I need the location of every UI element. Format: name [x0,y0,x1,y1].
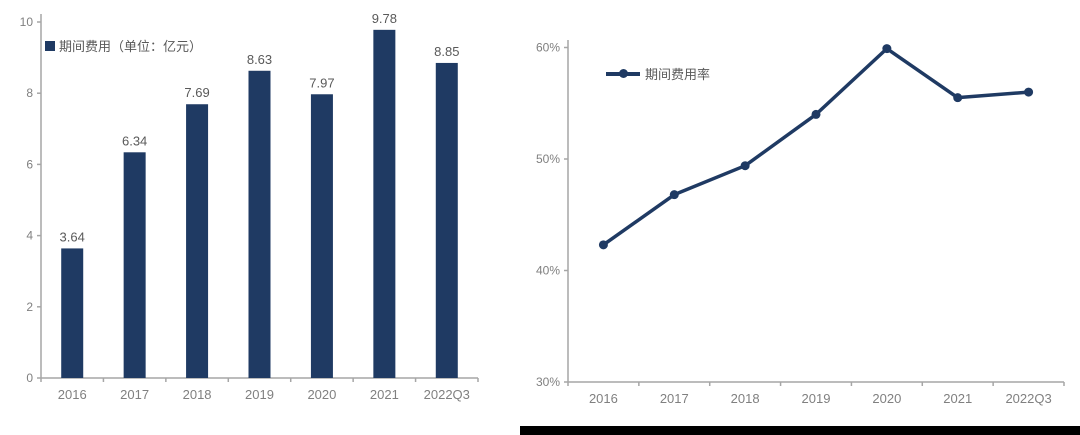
x-category-label: 2021 [943,391,972,406]
point-2022Q3 [1024,87,1034,97]
y-tick-label: 6 [26,157,33,171]
expense-bar-chart: 0 2 4 6 8 10 3.64 2016 6.34 2017 7.69 2018 8.63 2019 7… [20,11,479,402]
bar-chart-canvas: 0 2 4 6 8 10 3.64 2016 6.34 2017 7.69 2018 8.63 2019 7… [20,11,479,402]
y-tick-label: 4 [26,229,33,243]
bar-2021 [373,29,396,378]
bar-value-label: 7.69 [184,85,209,100]
bar-chart-legend-label: 期间费用（单位：亿元） [59,39,203,54]
x-category-label: 2020 [872,391,901,406]
legend-square-icon [45,40,55,51]
y-tick-label: 10 [20,15,34,29]
x-category-label: 2019 [245,387,274,402]
bar-2016 [61,248,84,378]
point-2021 [953,93,963,103]
bar-2017 [123,152,146,378]
legend-line-dot [619,69,628,78]
y-tick-label: 60% [536,41,560,55]
bar-2018 [186,104,209,379]
line-chart-legend-label: 期间费用率 [645,67,711,82]
bar-2019 [248,70,271,378]
point-2018 [740,161,750,171]
bar-value-label: 8.85 [434,44,459,59]
legend-line-marker-icon [606,69,640,78]
point-2020 [882,44,892,54]
bar-value-label: 8.63 [247,52,272,67]
x-category-label: 2018 [731,391,760,406]
x-category-label: 2017 [660,391,689,406]
x-category-label: 2016 [58,387,87,402]
y-tick-label: 0 [26,371,33,385]
x-category-label: 2022Q3 [1005,391,1051,406]
line-chart-legend: 期间费用率 [606,64,710,83]
y-tick-label: 2 [26,300,33,314]
bar-chart-legend: 期间费用（单位：亿元） [45,36,202,55]
bar-value-label: 6.34 [122,133,147,148]
x-category-label: 2020 [307,387,336,402]
bar-2020 [310,94,333,378]
point-2017 [669,190,679,200]
x-category-label: 2017 [120,387,149,402]
x-category-label: 2018 [183,387,212,402]
y-tick-label: 8 [26,86,33,100]
bar-value-label: 3.64 [60,229,85,244]
x-category-label: 2019 [802,391,831,406]
y-tick-label: 50% [536,152,560,166]
bottom-black-bar [520,426,1080,435]
x-category-label: 2016 [589,391,618,406]
bar-2022Q3 [435,62,458,378]
point-2019 [811,109,821,119]
y-tick-label: 30% [536,375,560,389]
y-tick-label: 40% [536,264,560,278]
bar-value-label: 9.78 [372,11,397,26]
x-category-label: 2022Q3 [424,387,470,402]
x-category-label: 2021 [370,387,399,402]
bar-value-label: 7.97 [309,75,334,90]
point-2016 [598,240,608,250]
